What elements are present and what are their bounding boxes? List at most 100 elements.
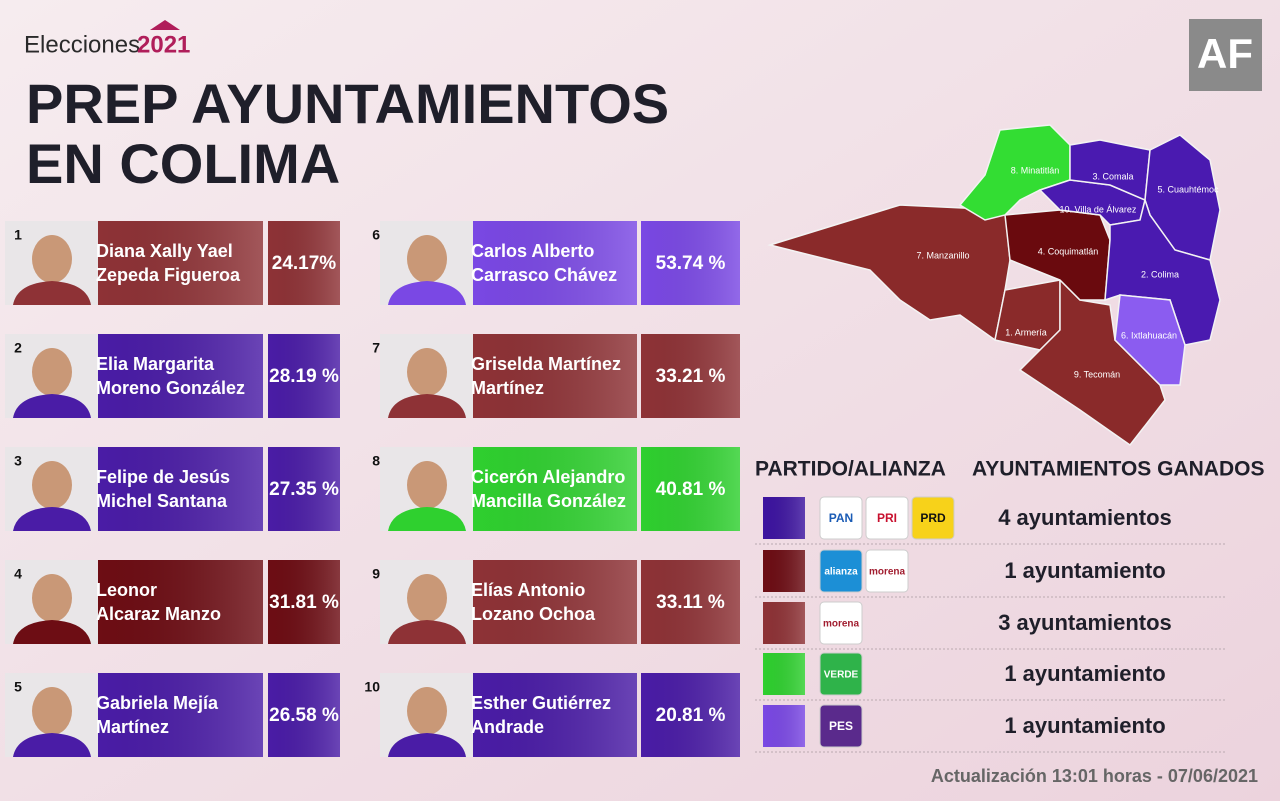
candidate-percent: 40.81 %: [656, 479, 726, 500]
name-shade: [473, 560, 637, 644]
candidate-percent: 28.19 %: [269, 366, 339, 387]
percent-shade: [641, 334, 740, 418]
candidate-card: 1 Diana Xally Yael Zepeda Figueroa 24.17%: [5, 221, 340, 305]
title-line: EN COLIMA: [26, 132, 340, 195]
brand-year: 2021: [137, 31, 190, 58]
photo-head: [32, 461, 72, 509]
map-label: 9. Tecomán: [1074, 369, 1120, 379]
candidate-card: 9 Elías Antonio Lozano Ochoa 33.11 %: [372, 560, 740, 644]
candidate-number: 7: [372, 340, 380, 356]
photo-body: [388, 394, 466, 418]
footer: Actualización 13:01 horas - 07/06/2021: [931, 766, 1258, 786]
map-label: 2. Colima: [1141, 269, 1179, 279]
map-label: 6. Ixtlahuacán: [1121, 330, 1177, 340]
candidate-name: Mancilla González: [471, 491, 626, 511]
candidate-name: Michel Santana: [96, 491, 228, 511]
candidate-name: Elia Margarita: [96, 354, 215, 374]
party-logo: [865, 496, 909, 540]
percent-shade: [268, 673, 340, 757]
party-logo-text: VERDE: [824, 670, 859, 681]
candidate-card: 7 Griselda Martínez Martínez 33.21 %: [372, 334, 740, 418]
candidate-percent: 31.81 %: [269, 592, 339, 613]
legend-swatch-shade: [763, 550, 805, 592]
municipality: [1114, 294, 1186, 386]
title-line: PREP AYUNTAMIENTOS: [26, 72, 669, 135]
legend-swatch-shade: [763, 653, 805, 695]
candidate-name: Diana Xally Yael: [96, 241, 233, 261]
percent-shade: [268, 447, 340, 531]
candidate-percent: 27.35 %: [269, 479, 339, 500]
legend-count: 1 ayuntamiento: [1004, 558, 1165, 583]
candidate-number: 5: [14, 679, 22, 695]
party-logo: [819, 704, 863, 748]
percent-shade: [641, 673, 740, 757]
photo-head: [32, 574, 72, 622]
party-logo-text: PAN: [829, 511, 853, 525]
party-logo-text: PES: [829, 719, 853, 733]
photo-body: [13, 507, 91, 531]
candidate-percent: 33.11 %: [656, 592, 725, 613]
legend-count: 4 ayuntamientos: [998, 505, 1172, 530]
photo-head: [32, 687, 72, 735]
candidate-name: Gabriela Mejía: [96, 693, 219, 713]
party-logo: [819, 549, 863, 593]
candidate-card: 6 Carlos Alberto Carrasco Chávez 53.74 %: [372, 221, 740, 305]
photo-body: [388, 507, 466, 531]
photo-head: [407, 574, 447, 622]
photo-head: [407, 348, 447, 396]
photo-body: [13, 733, 91, 757]
candidate-percent: 20.81 %: [656, 705, 726, 726]
party-logo-text: morena: [869, 567, 906, 578]
candidate-name: Felipe de Jesús: [96, 467, 230, 487]
name-shade: [98, 447, 263, 531]
candidate-percent: 53.74 %: [656, 253, 726, 274]
candidate-percent: 24.17%: [272, 253, 337, 274]
candidate-number: 3: [14, 453, 22, 469]
candidate-number: 6: [372, 227, 380, 243]
candidate-card: 2 Elia Margarita Moreno González 28.19 %: [5, 334, 340, 418]
logo-box: [1189, 19, 1262, 91]
party-logo-text: alianza: [824, 567, 858, 578]
party-logo-text: morena: [823, 619, 860, 630]
percent-shade: [268, 334, 340, 418]
candidate-name: Carrasco Chávez: [471, 265, 617, 285]
legend-swatch-shade: [763, 705, 805, 747]
photo-head: [32, 348, 72, 396]
photo-body: [388, 281, 466, 305]
legend-count: 1 ayuntamiento: [1004, 713, 1165, 738]
photo-body: [13, 281, 91, 305]
percent-shade: [641, 447, 740, 531]
logo: AF: [1197, 30, 1253, 77]
name-shade: [98, 334, 263, 418]
percent-shade: [641, 560, 740, 644]
photo-head: [407, 235, 447, 283]
candidate-name: Martínez: [96, 717, 169, 737]
candidate-name: Cicerón Alejandro: [471, 467, 625, 487]
candidate-name: Alcaraz Manzo: [96, 604, 221, 624]
name-shade: [98, 560, 263, 644]
legend-swatch-shade: [763, 602, 805, 644]
party-logo: [865, 549, 909, 593]
name-shade: [98, 673, 263, 757]
legend-swatch-shade: [763, 497, 805, 539]
party-logo: [819, 496, 863, 540]
map-label: 8. Minatitlán: [1011, 165, 1060, 175]
photo-head: [407, 687, 447, 735]
candidate-number: 1: [14, 227, 22, 243]
map-label: 10. Villa de Álvarez: [1060, 204, 1137, 214]
candidate-name: Zepeda Figueroa: [96, 265, 241, 285]
legend-header: PARTIDO/ALIANZA: [755, 458, 946, 481]
legend-count: 1 ayuntamiento: [1004, 661, 1165, 686]
candidate-name: Carlos Alberto: [471, 241, 594, 261]
name-shade: [473, 673, 637, 757]
candidate-name: Esther Gutiérrez: [471, 693, 611, 713]
name-shade: [473, 334, 637, 418]
photo-head: [407, 461, 447, 509]
candidate-number: 4: [14, 566, 22, 582]
candidate-name: Leonor: [96, 580, 157, 600]
map-label: 7. Manzanillo: [916, 250, 969, 260]
percent-shade: [268, 560, 340, 644]
candidate-card: 5 Gabriela Mejía Martínez 26.58 %: [5, 673, 340, 757]
